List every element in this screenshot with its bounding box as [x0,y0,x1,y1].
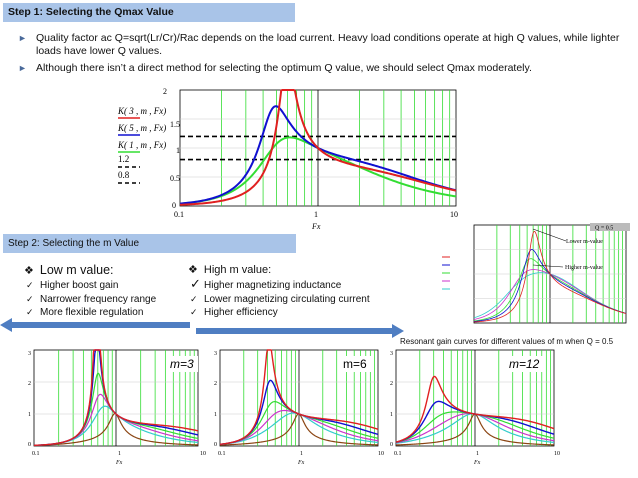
small-x-tick: 10 [378,451,384,457]
small-y-tick: 1 [28,412,31,418]
main-gain-chart: K( 3 , m , Fx) K( 5 , m , Fx) K( 1 , m ,… [117,87,458,231]
small-x-tick: 1 [300,451,303,457]
check-icon: ✓ [26,293,34,304]
check-icon: ✓ [26,307,34,317]
list-item: ✓ More flexible regulation [26,307,144,318]
small-y-tick: 3 [28,351,31,357]
step1-bullets: ► Quality factor ac Q=sqrt(Lr/Cr)/Rac dep… [14,32,624,79]
small-x-tick: 1 [118,451,121,457]
q-value-label: Q = 0.5 [595,226,613,232]
legend-label-k1: K( 1 , m , Fx) [117,140,166,150]
step1-header: Step 1: Selecting the Qmax Value [3,3,295,22]
small-x-label: Fx [115,460,123,466]
small-chart-m12: 3 2 1 0 0.1 1 10 Fx [390,349,560,466]
small-y-tick: 2 [214,381,217,387]
list-item: ✓ Higher magnetizing inductance [190,276,342,291]
low-m-column: ❖ Low m value: ✓ Higher boost gain ✓ Narrow… [24,263,184,320]
main-chart-legend: K( 3 , m , Fx) K( 5 , m , Fx) K( 1 , m ,… [117,106,166,184]
m3-label: m=3 [166,356,198,372]
m12-label: m=12 [505,356,544,372]
check-icon: ✓ [26,280,34,290]
bullet-item: ► Although there isn’t a direct method fo… [18,62,532,74]
legend-label-08: 0.8 [118,170,130,180]
small-x-tick: 0.1 [32,451,40,457]
curve-m3 [473,230,627,323]
diamond-bullet-icon: ❖ [188,264,198,276]
curve-q-1 [395,375,555,443]
main-y-tick: 0.5 [170,174,180,183]
high-m-title-row: ❖ High m value: [188,264,272,276]
small-x-tick: 10 [200,451,206,457]
low-m-title-row: ❖ Low m value: [24,263,114,277]
check-icon: ✓ [190,293,198,304]
curve-q-1 [33,349,199,447]
higher-m-label: Higher m-value [565,265,603,271]
lower-m-pointer [532,228,567,242]
legend-label-12: 1.2 [118,154,129,164]
main-y-tick: 2 [163,87,167,96]
list-item: ✓ Narrower frequency range [26,293,157,305]
small-y-tick: 1 [390,412,393,418]
left-arrow-icon [0,318,190,332]
small-x-label: Fx [297,460,305,466]
side-chart-legend [442,256,450,290]
small-y-tick: 0 [214,442,217,448]
legend-label-k5: K( 5 , m , Fx) [117,123,166,133]
small-x-tick: 0.1 [394,451,402,457]
curve-k3 [179,89,457,206]
main-y-tick: 1 [176,146,180,155]
check-icon: ✓ [190,276,201,291]
diamond-bullet-icon: ❖ [24,265,34,277]
small-y-tick: 0 [28,442,31,448]
main-x-tick: 0.1 [174,210,184,219]
m6-label: m=6 [339,356,371,372]
triangle-bullet-icon: ► [18,33,27,43]
small-x-label: Fx [473,460,481,466]
lower-m-label: Lower m-value [566,239,603,245]
step2-header: Step 2: Selecting the m Value [3,234,296,253]
main-plot-area [179,89,457,207]
side-plot-area [473,224,627,324]
small-y-tick: 1 [214,412,217,418]
side-gain-chart: Q = 0.5 Lower m-value Higher m-value [438,221,634,333]
q-value-badge [590,223,630,231]
list-item: ✓ Higher boost gain [26,280,119,291]
main-y-tick: 0 [172,201,176,210]
small-y-tick: 2 [28,381,31,387]
curve-q-1 [219,349,379,445]
bullet-item: ► Quality factor ac Q=sqrt(Lr/Cr)/Rac dep… [18,32,620,57]
list-item: ✓ Lower magnetizing circulating current [190,293,370,305]
check-icon: ✓ [190,307,198,317]
legend-label-k3: K( 3 , m , Fx) [117,106,166,116]
small-x-tick: 1 [476,451,479,457]
small-y-tick: 0 [390,442,393,448]
side-chart-caption: Resonant gain curves for different value… [400,337,614,346]
main-x-tick: 10 [450,210,458,219]
right-arrow-icon [196,324,404,338]
list-item: ✓ Higher efficiency [190,307,278,318]
main-x-label: Fx [311,222,321,231]
higher-m-pointer [532,264,564,268]
small-y-tick: 2 [390,381,393,387]
main-y-tick: 1.5 [170,120,180,129]
small-y-tick: 3 [214,351,217,357]
triangle-bullet-icon: ► [18,63,27,73]
high-m-column: ❖ High m value: ✓ Higher magnetizing induc… [188,263,398,320]
small-y-tick: 3 [390,351,393,357]
small-plot-area [395,349,555,447]
main-x-tick: 1 [314,210,318,219]
small-x-tick: 0.1 [218,451,226,457]
small-x-tick: 10 [554,451,560,457]
